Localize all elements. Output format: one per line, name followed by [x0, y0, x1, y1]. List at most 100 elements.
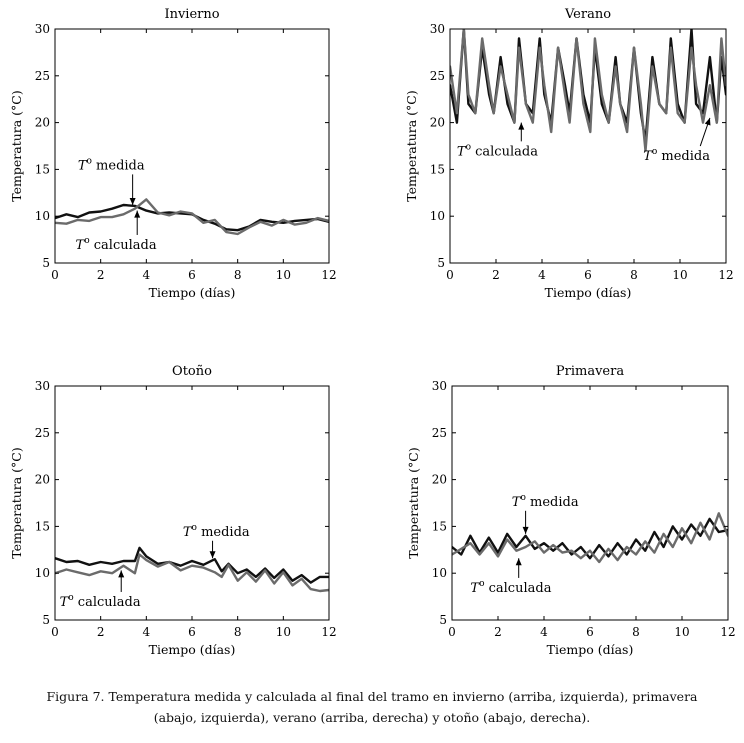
y-tick-label: 30	[430, 22, 445, 36]
figure-caption: Figura 7. Temperatura medida y calculada…	[20, 686, 724, 728]
annotation-label: To calculada	[470, 579, 551, 596]
chart-title: Invierno	[164, 7, 219, 22]
x-tick-label: 12	[321, 625, 336, 639]
x-tick-label: 2	[494, 625, 502, 639]
x-tick-label: 2	[97, 625, 105, 639]
y-tick-label: 20	[35, 473, 50, 487]
annotation-text: medida	[657, 149, 710, 164]
x-tick-label: 6	[188, 268, 196, 282]
chart-title: Primavera	[556, 364, 624, 379]
annotation-t: T	[78, 158, 88, 173]
annotation-text: calculada	[74, 595, 141, 610]
annotation-t: T	[470, 581, 480, 596]
annotation-text: calculada	[471, 144, 538, 159]
x-tick-label: 12	[321, 268, 336, 282]
annotation-text: calculada	[90, 238, 157, 253]
y-tick-label: 5	[42, 256, 50, 270]
annotation-degree: o	[652, 147, 657, 157]
y-tick-label: 15	[432, 519, 447, 533]
x-tick-label: 2	[492, 268, 500, 282]
annotation-arrowhead	[118, 570, 125, 578]
annotation-text: medida	[197, 525, 250, 540]
y-axis-label: Temperatura (°C)	[406, 447, 421, 559]
y-tick-label: 25	[432, 426, 447, 440]
y-tick-label: 15	[35, 519, 50, 533]
annotation-label: To medida	[643, 147, 710, 164]
x-axis-label: Tiempo (días)	[547, 642, 634, 657]
y-tick-label: 30	[35, 22, 50, 36]
x-tick-label: 0	[51, 625, 59, 639]
y-tick-label: 10	[35, 209, 50, 223]
x-tick-label: 2	[97, 268, 105, 282]
x-axis-label: Tiempo (días)	[545, 285, 632, 300]
annotation-degree: o	[84, 236, 89, 246]
series-line-calculada	[452, 512, 728, 564]
annotation-label: To medida	[512, 493, 579, 510]
x-tick-label: 10	[674, 625, 689, 639]
annotation-arrowhead	[522, 526, 529, 534]
series-line-calculada	[55, 198, 329, 236]
x-tick-label: 0	[51, 268, 59, 282]
y-tick-label: 30	[432, 379, 447, 393]
y-tick-label: 5	[437, 256, 445, 270]
y-tick-label: 20	[432, 473, 447, 487]
x-tick-label: 8	[234, 268, 242, 282]
y-tick-label: 25	[35, 426, 50, 440]
annotation-t: T	[512, 495, 522, 510]
y-tick-label: 25	[430, 69, 445, 83]
y-tick-label: 20	[430, 116, 445, 130]
annotation-text: medida	[92, 158, 145, 173]
y-tick-label: 15	[35, 162, 50, 176]
annotation-t: T	[76, 238, 86, 253]
x-axis-label: Tiempo (días)	[149, 285, 236, 300]
x-tick-label: 12	[720, 625, 735, 639]
annotation-arrowhead	[515, 558, 522, 566]
annotation-arrowhead	[129, 197, 136, 205]
annotation-t: T	[183, 525, 193, 540]
y-axis-label: Temperatura (°C)	[9, 447, 24, 559]
x-tick-label: 6	[586, 625, 594, 639]
series-line-calculada	[450, 29, 726, 152]
x-tick-label: 8	[234, 625, 242, 639]
caption-line-2: (abajo, izquierda), verano (arriba, dere…	[153, 710, 591, 725]
x-tick-label: 4	[540, 625, 548, 639]
chart-title: Otoño	[172, 364, 212, 379]
annotation-arrowhead	[704, 117, 711, 126]
y-tick-label: 30	[35, 379, 50, 393]
x-tick-label: 6	[584, 268, 592, 282]
annotation-text: medida	[526, 495, 579, 510]
chart-primavera: Primavera 0 2 4 6 8 10 12 5 10 15 20 25 30 Tiempo (día…	[406, 364, 736, 657]
caption-line-1: Figura 7. Temperatura medida y calculada…	[46, 689, 698, 704]
series-line-calculada	[55, 553, 329, 593]
annotation-text: calculada	[484, 581, 551, 596]
annotation-degree: o	[479, 579, 484, 589]
annotation-degree: o	[520, 493, 525, 503]
annotation-t: T	[643, 149, 653, 164]
x-tick-label: 8	[630, 268, 638, 282]
x-tick-label: 4	[143, 625, 151, 639]
series-line-medida	[55, 546, 329, 584]
annotation-t: T	[457, 144, 467, 159]
x-tick-label: 4	[143, 268, 151, 282]
plot-frame	[54, 28, 330, 264]
annotation-label: To medida	[78, 156, 145, 173]
x-axis-label: Tiempo (días)	[149, 642, 236, 657]
y-tick-label: 5	[42, 613, 50, 627]
y-tick-label: 20	[35, 116, 50, 130]
y-tick-label: 10	[430, 209, 445, 223]
annotation-degree: o	[87, 156, 92, 166]
chart-invierno: Invierno 0 2 4 6 8 10 12 5 10 15 20 25 30 Tiempo (días…	[9, 7, 337, 300]
x-tick-label: 10	[276, 625, 291, 639]
annotation-label: To calculada	[76, 236, 157, 253]
x-tick-label: 8	[632, 625, 640, 639]
annotation-label: To calculada	[60, 593, 141, 610]
x-tick-label: 4	[538, 268, 546, 282]
annotation-t: T	[60, 595, 70, 610]
x-tick-label: 0	[448, 625, 456, 639]
plot-frame	[54, 385, 330, 621]
x-tick-label: 10	[672, 268, 687, 282]
y-axis-label: Temperatura (°C)	[9, 90, 24, 202]
chart-verano: Verano 0 2 4 6 8 10 12 5 10 15 20 25 30 Tiempo (días) T…	[404, 7, 734, 300]
x-tick-label: 12	[718, 268, 733, 282]
